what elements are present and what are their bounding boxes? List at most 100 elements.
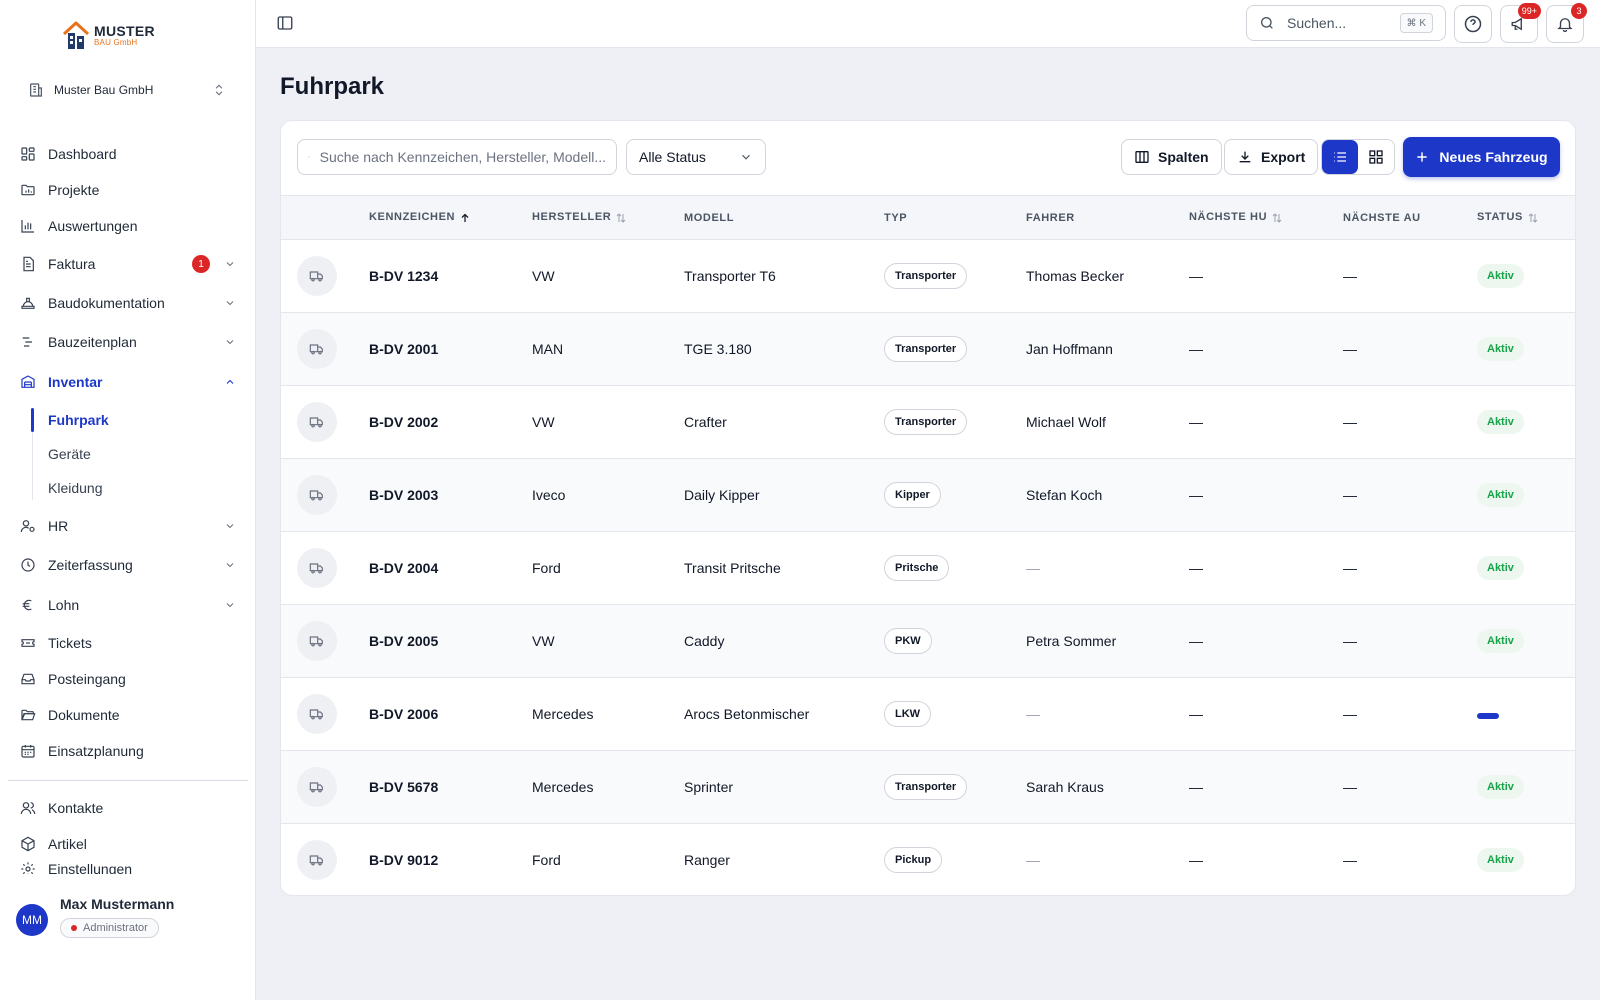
bell-icon (1557, 18, 1573, 33)
cell-modell: Transit Pritsche (684, 560, 781, 576)
sort-icon (616, 212, 626, 223)
header-naechste-au: NÄCHSTE AU (1343, 195, 1477, 240)
chevron-down-icon (226, 524, 234, 529)
cell-naechste-au: — (1343, 268, 1357, 284)
vehicle-avatar (297, 767, 337, 807)
sidebar-item-dokumente[interactable]: Dokumente (8, 699, 248, 731)
sidebar-item-einstellungen[interactable]: Einstellungen (8, 856, 248, 874)
sidebar-item-posteingang[interactable]: Posteingang (8, 663, 248, 695)
cell-kennzeichen: B-DV 5678 (369, 779, 439, 795)
sidebar-toggle-icon (277, 16, 293, 30)
sidebar-item-einsatzplanung[interactable]: Einsatzplanung (8, 735, 248, 767)
table-row[interactable]: B-DV 2005 VW Caddy PKW Petra Sommer — — … (281, 604, 1575, 678)
search-icon (1261, 17, 1273, 29)
announcements-button[interactable]: 99+ (1500, 3, 1541, 43)
sidebar-item-dashboard[interactable]: Dashboard (8, 138, 248, 170)
topbar: Suchen... ⌘ K 99+ 3 (256, 0, 1600, 48)
sidebar-item-baudokumentation[interactable]: Baudokumentation (8, 287, 248, 319)
vehicle-avatar (297, 694, 337, 734)
table-row[interactable]: B-DV 2006 Mercedes Arocs Betonmischer LK… (281, 678, 1575, 751)
faktura-badge: 1 (192, 255, 210, 273)
vehicle-search-input[interactable]: Suche nach Kennzeichen, Hersteller, Mode… (297, 139, 617, 175)
type-badge: Transporter (884, 336, 968, 362)
list-view-button[interactable] (1322, 140, 1358, 174)
sidebar-item-projekte[interactable]: Projekte (8, 174, 248, 206)
vehicle-avatar (297, 548, 337, 588)
sidebar-item-hr[interactable]: HR (8, 510, 248, 542)
notifications-badge: 3 (1571, 3, 1587, 19)
type-badge: Pritsche (884, 555, 950, 581)
cell-naechste-hu: — (1189, 560, 1203, 576)
table-row[interactable]: B-DV 2002 VW Crafter Transporter Michael… (281, 386, 1575, 459)
cell-fahrer: Michael Wolf (1026, 414, 1106, 430)
sidebar-item-zeiterfassung[interactable]: Zeiterfassung (8, 549, 248, 581)
table-row[interactable]: B-DV 1234 VW Transporter T6 Transporter … (281, 240, 1575, 313)
truck-icon (309, 636, 323, 647)
sort-icon (1528, 212, 1538, 223)
cell-status: Aktiv (1477, 532, 1575, 605)
sidebar: MUSTER BAU GmbH Muster Bau GmbH Dashboar… (0, 0, 256, 1000)
global-search-input[interactable]: Suchen... ⌘ K (1246, 5, 1446, 41)
sidebar-item-artikel[interactable]: Artikel (8, 828, 248, 860)
sidebar-item-auswertungen[interactable]: Auswertungen (8, 210, 248, 242)
announcements-badge: 99+ (1517, 3, 1541, 19)
sidebar-subitem-fuhrpark[interactable]: Fuhrpark (48, 412, 109, 428)
company-name: Muster Bau GmbH (54, 83, 154, 97)
table-row[interactable]: B-DV 2001 MAN TGE 3.180 Transporter Jan … (281, 312, 1575, 386)
type-badge: Pickup (884, 847, 943, 873)
truck-icon (309, 417, 323, 428)
cell-status: Aktiv (1477, 605, 1575, 678)
cell-modell: Caddy (684, 633, 725, 649)
sidebar-subitem-geraete[interactable]: Geräte (48, 446, 91, 462)
clock-icon (21, 558, 35, 572)
sidebar-subitem-kleidung[interactable]: Kleidung (48, 480, 103, 496)
table-header-row: KENNZEICHEN HERSTELLER MODELL TYP FAHRER… (281, 195, 1575, 240)
status-badge: Aktiv (1477, 410, 1524, 434)
user-profile[interactable]: MM Max Mustermann Administrator (16, 896, 174, 938)
status-filter-select[interactable]: Alle Status (626, 139, 766, 175)
folder-open-icon (21, 709, 36, 721)
sidebar-item-inventar[interactable]: Inventar (8, 366, 248, 398)
inbox-icon (21, 673, 35, 685)
header-hersteller[interactable]: HERSTELLER (532, 195, 684, 240)
chevron-down-icon (226, 603, 234, 608)
cell-status: Aktiv (1477, 313, 1575, 386)
view-toggle (1321, 139, 1395, 175)
header-status[interactable]: STATUS (1477, 195, 1575, 240)
cell-kennzeichen: B-DV 2006 (369, 706, 439, 722)
table-row[interactable]: B-DV 5678 Mercedes Sprinter Transporter … (281, 750, 1575, 824)
status-badge: Aktiv (1477, 337, 1524, 361)
help-circle-icon (1464, 15, 1482, 33)
cell-modell: Ranger (684, 852, 730, 868)
sidebar-item-faktura[interactable]: Faktura 1 (8, 248, 248, 280)
type-badge: Transporter (884, 409, 968, 435)
chevron-down-icon (226, 301, 234, 306)
header-naechste-hu[interactable]: NÄCHSTE HU (1189, 195, 1343, 240)
company-switcher[interactable]: Muster Bau GmbH (16, 76, 238, 104)
grid-view-button[interactable] (1358, 140, 1394, 174)
table-row[interactable]: B-DV 9012 Ford Ranger Pickup — — — Aktiv (281, 824, 1575, 896)
table-row[interactable]: B-DV 2004 Ford Transit Pritsche Pritsche… (281, 532, 1575, 605)
cell-kennzeichen: B-DV 2001 (369, 341, 439, 357)
cell-status: Aktiv (1477, 824, 1575, 896)
type-badge: Transporter (884, 774, 968, 800)
table-row[interactable]: B-DV 2003 Iveco Daily Kipper Kipper Stef… (281, 458, 1575, 532)
sidebar-toggle-button[interactable] (276, 14, 294, 32)
truck-icon (309, 271, 323, 282)
sidebar-item-tickets[interactable]: Tickets (8, 627, 248, 659)
sidebar-item-bauzeitenplan[interactable]: Bauzeitenplan (8, 326, 248, 358)
chevron-down-icon (226, 340, 234, 345)
sidebar-item-lohn[interactable]: Lohn (8, 589, 248, 621)
header-kennzeichen[interactable]: KENNZEICHEN (369, 195, 532, 240)
type-badge: Kipper (884, 482, 941, 508)
brand-logo[interactable]: MUSTER BAU GmbH (62, 20, 155, 50)
new-vehicle-button[interactable]: Neues Fahrzeug (1403, 137, 1560, 177)
sidebar-item-kontakte[interactable]: Kontakte (8, 792, 248, 824)
status-badge: Aktiv (1477, 483, 1524, 507)
notifications-button[interactable]: 3 (1546, 3, 1587, 43)
help-button[interactable] (1454, 5, 1492, 43)
export-button[interactable]: Export (1224, 139, 1319, 175)
status-badge: Aktiv (1477, 264, 1524, 288)
building-icon (30, 83, 42, 97)
columns-button[interactable]: Spalten (1121, 139, 1222, 175)
